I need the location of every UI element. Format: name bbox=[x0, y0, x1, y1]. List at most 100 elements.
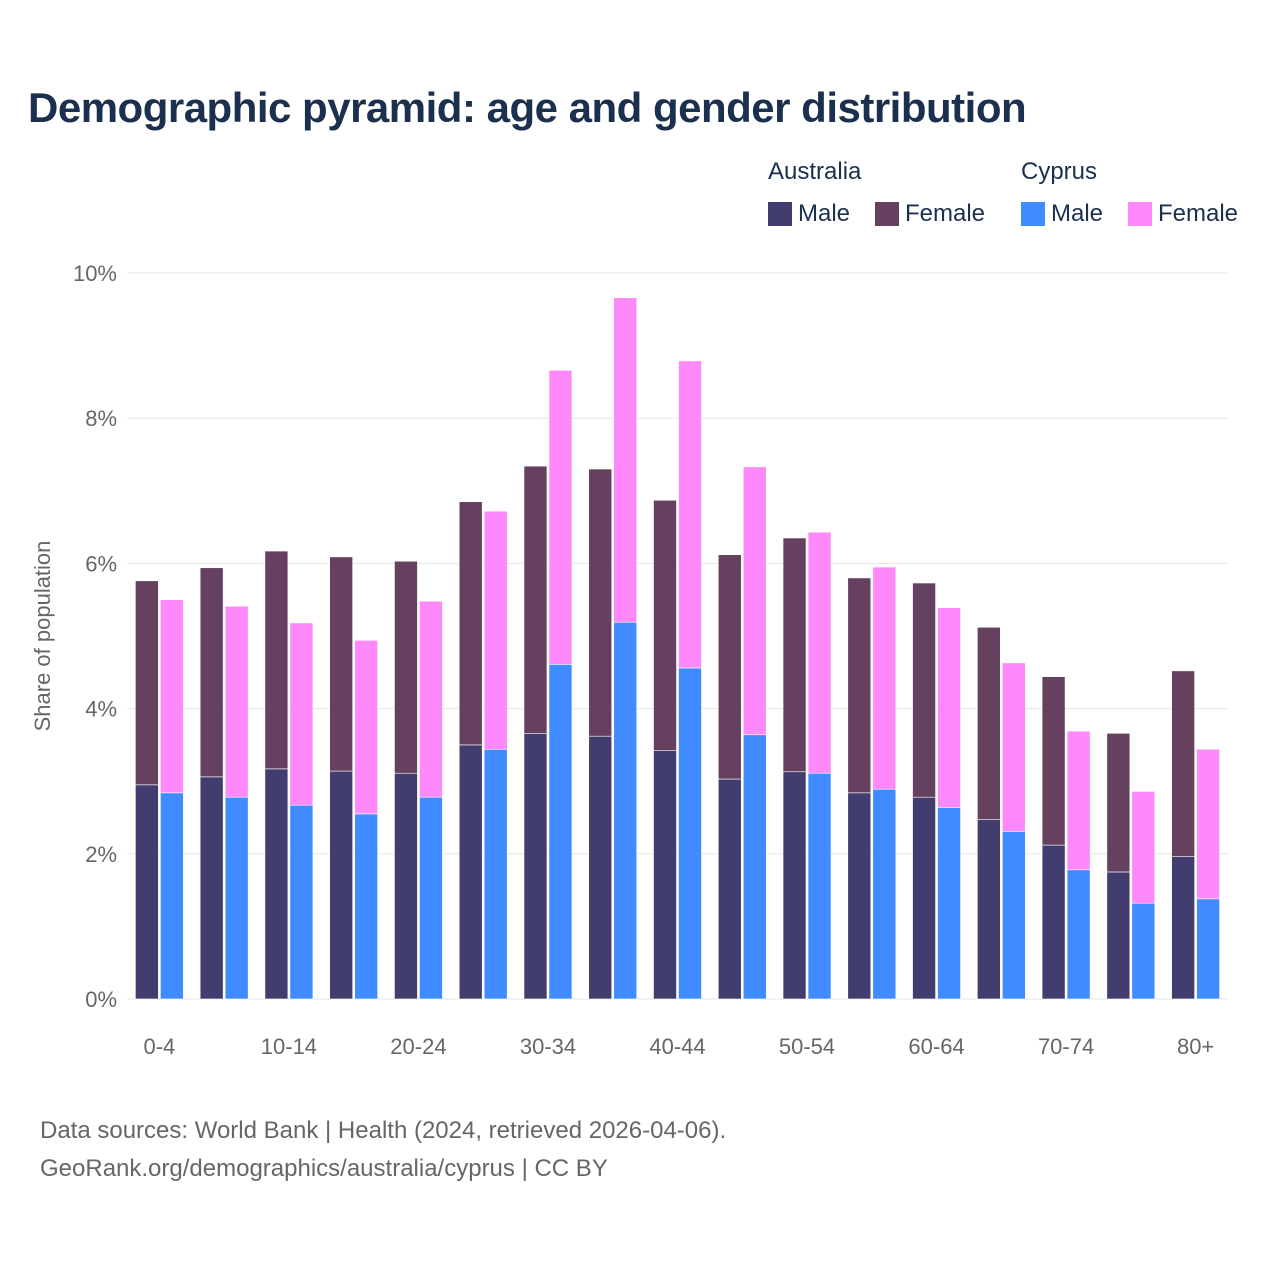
x-tick-label: 60-64 bbox=[908, 1034, 964, 1059]
bar-cyprus-female[interactable] bbox=[613, 297, 638, 623]
bar-cyprus-male[interactable] bbox=[1131, 902, 1156, 1000]
bar-australia-female[interactable] bbox=[394, 560, 418, 774]
y-axis-label: Share of population bbox=[30, 541, 55, 732]
source-line-2: GeoRank.org/demographics/australia/cypru… bbox=[40, 1155, 608, 1182]
legend-swatch bbox=[1021, 202, 1045, 226]
legend-cyprus-female[interactable]: Female bbox=[1128, 200, 1238, 228]
bar-australia-male[interactable] bbox=[847, 792, 872, 1000]
bar-cyprus-male[interactable] bbox=[483, 748, 508, 1000]
bar-australia-female[interactable] bbox=[329, 556, 353, 772]
bar-australia-male[interactable] bbox=[264, 768, 289, 1000]
bar-cyprus-female[interactable] bbox=[678, 360, 702, 669]
y-tick-label: 4% bbox=[85, 697, 117, 722]
bar-australia-female[interactable] bbox=[458, 501, 483, 746]
bar-cyprus-male[interactable] bbox=[160, 792, 184, 1000]
bar-cyprus-female[interactable] bbox=[1002, 662, 1026, 832]
bar-cyprus-female[interactable] bbox=[1196, 748, 1220, 900]
bar-cyprus-female[interactable] bbox=[1131, 791, 1156, 904]
bar-australia-male[interactable] bbox=[717, 778, 742, 1000]
x-tick-label: 70-74 bbox=[1038, 1034, 1094, 1059]
x-tick-label: 50-54 bbox=[779, 1034, 835, 1059]
bar-cyprus-female[interactable] bbox=[483, 510, 508, 750]
bar-australia-male[interactable] bbox=[1171, 856, 1195, 1000]
x-tick-label: 10-14 bbox=[261, 1034, 317, 1059]
bar-cyprus-female[interactable] bbox=[1066, 730, 1091, 871]
legend-australia-male[interactable]: Male bbox=[768, 200, 850, 228]
bar-australia-female[interactable] bbox=[588, 468, 613, 737]
bar-australia-female[interactable] bbox=[523, 465, 548, 734]
legend-group-cyprus: Cyprus bbox=[1021, 158, 1098, 185]
x-tick-label: 30-34 bbox=[520, 1034, 576, 1059]
bar-australia-female[interactable] bbox=[782, 537, 807, 773]
bar-cyprus-male[interactable] bbox=[1066, 869, 1091, 1000]
bar-australia-male[interactable] bbox=[588, 735, 613, 1000]
bar-cyprus-male[interactable] bbox=[678, 667, 702, 1000]
legend-label: Male bbox=[798, 200, 851, 227]
bar-cyprus-female[interactable] bbox=[807, 531, 832, 774]
bar-cyprus-male[interactable] bbox=[742, 734, 767, 1000]
bar-cyprus-female[interactable] bbox=[224, 605, 249, 798]
bar-cyprus-female[interactable] bbox=[548, 369, 573, 665]
bar-cyprus-male[interactable] bbox=[419, 796, 443, 1000]
legend-label: Male bbox=[1051, 200, 1104, 227]
bar-australia-male[interactable] bbox=[912, 796, 936, 1000]
bar-australia-female[interactable] bbox=[912, 582, 936, 798]
bar-cyprus-male[interactable] bbox=[613, 621, 638, 1000]
x-tick-label: 20-24 bbox=[390, 1034, 446, 1059]
bar-australia-male[interactable] bbox=[458, 744, 483, 1000]
bar-cyprus-female[interactable] bbox=[354, 640, 378, 815]
bar-cyprus-female[interactable] bbox=[937, 607, 961, 808]
bar-cyprus-male[interactable] bbox=[354, 813, 378, 1000]
bar-cyprus-male[interactable] bbox=[224, 796, 249, 1000]
bar-cyprus-male[interactable] bbox=[807, 772, 832, 1000]
legend-label: Female bbox=[905, 200, 986, 227]
y-tick-label: 2% bbox=[85, 842, 117, 867]
source-line-1: Data sources: World Bank | Health (2024,… bbox=[40, 1117, 727, 1144]
bar-australia-male[interactable] bbox=[1106, 871, 1131, 1000]
bar-australia-male[interactable] bbox=[782, 771, 807, 1000]
bar-australia-female[interactable] bbox=[847, 577, 872, 794]
bar-australia-male[interactable] bbox=[329, 770, 353, 1000]
bar-australia-female[interactable] bbox=[977, 626, 1001, 820]
bar-cyprus-male[interactable] bbox=[1196, 898, 1220, 1000]
bar-australia-male[interactable] bbox=[977, 819, 1001, 1000]
bar-cyprus-female[interactable] bbox=[419, 600, 443, 798]
bar-australia-female[interactable] bbox=[135, 580, 159, 786]
y-tick-label: 8% bbox=[85, 406, 117, 431]
bar-australia-male[interactable] bbox=[135, 784, 159, 1000]
legend-group-australia: Australia bbox=[768, 158, 862, 185]
bar-australia-male[interactable] bbox=[1041, 844, 1066, 1000]
legend-cyprus-male[interactable]: Male bbox=[1021, 200, 1103, 228]
bar-australia-female[interactable] bbox=[653, 499, 677, 752]
bar-australia-male[interactable] bbox=[653, 750, 677, 1000]
legend-label: Female bbox=[1158, 200, 1239, 227]
x-tick-label: 0-4 bbox=[143, 1034, 175, 1059]
bar-australia-male[interactable] bbox=[199, 776, 224, 1000]
bar-cyprus-male[interactable] bbox=[937, 807, 961, 1000]
bar-australia-male[interactable] bbox=[394, 772, 418, 1000]
bar-australia-female[interactable] bbox=[717, 554, 742, 780]
legend-australia-female[interactable]: Female bbox=[875, 200, 985, 228]
bar-australia-female[interactable] bbox=[199, 567, 224, 778]
bar-australia-male[interactable] bbox=[523, 732, 548, 1000]
bar-cyprus-female[interactable] bbox=[872, 566, 897, 790]
bar-cyprus-male[interactable] bbox=[548, 664, 573, 1000]
bar-cyprus-male[interactable] bbox=[872, 788, 897, 1000]
y-tick-label: 10% bbox=[73, 261, 117, 286]
y-tick-label: 0% bbox=[85, 987, 117, 1012]
bar-australia-female[interactable] bbox=[1171, 670, 1195, 858]
legend-swatch bbox=[1128, 202, 1152, 226]
legend-swatch bbox=[875, 202, 899, 226]
bar-cyprus-male[interactable] bbox=[289, 804, 314, 1000]
bar-cyprus-female[interactable] bbox=[742, 466, 767, 736]
y-tick-label: 6% bbox=[85, 551, 117, 576]
bar-cyprus-male[interactable] bbox=[1002, 830, 1026, 1000]
bar-cyprus-female[interactable] bbox=[289, 622, 314, 806]
bar-australia-female[interactable] bbox=[1041, 676, 1066, 846]
bar-australia-female[interactable] bbox=[1106, 732, 1131, 873]
bar-cyprus-female[interactable] bbox=[160, 599, 184, 794]
legend-swatch bbox=[768, 202, 792, 226]
bar-australia-female[interactable] bbox=[264, 550, 289, 770]
chart-title: Demographic pyramid: age and gender dist… bbox=[28, 84, 1027, 131]
